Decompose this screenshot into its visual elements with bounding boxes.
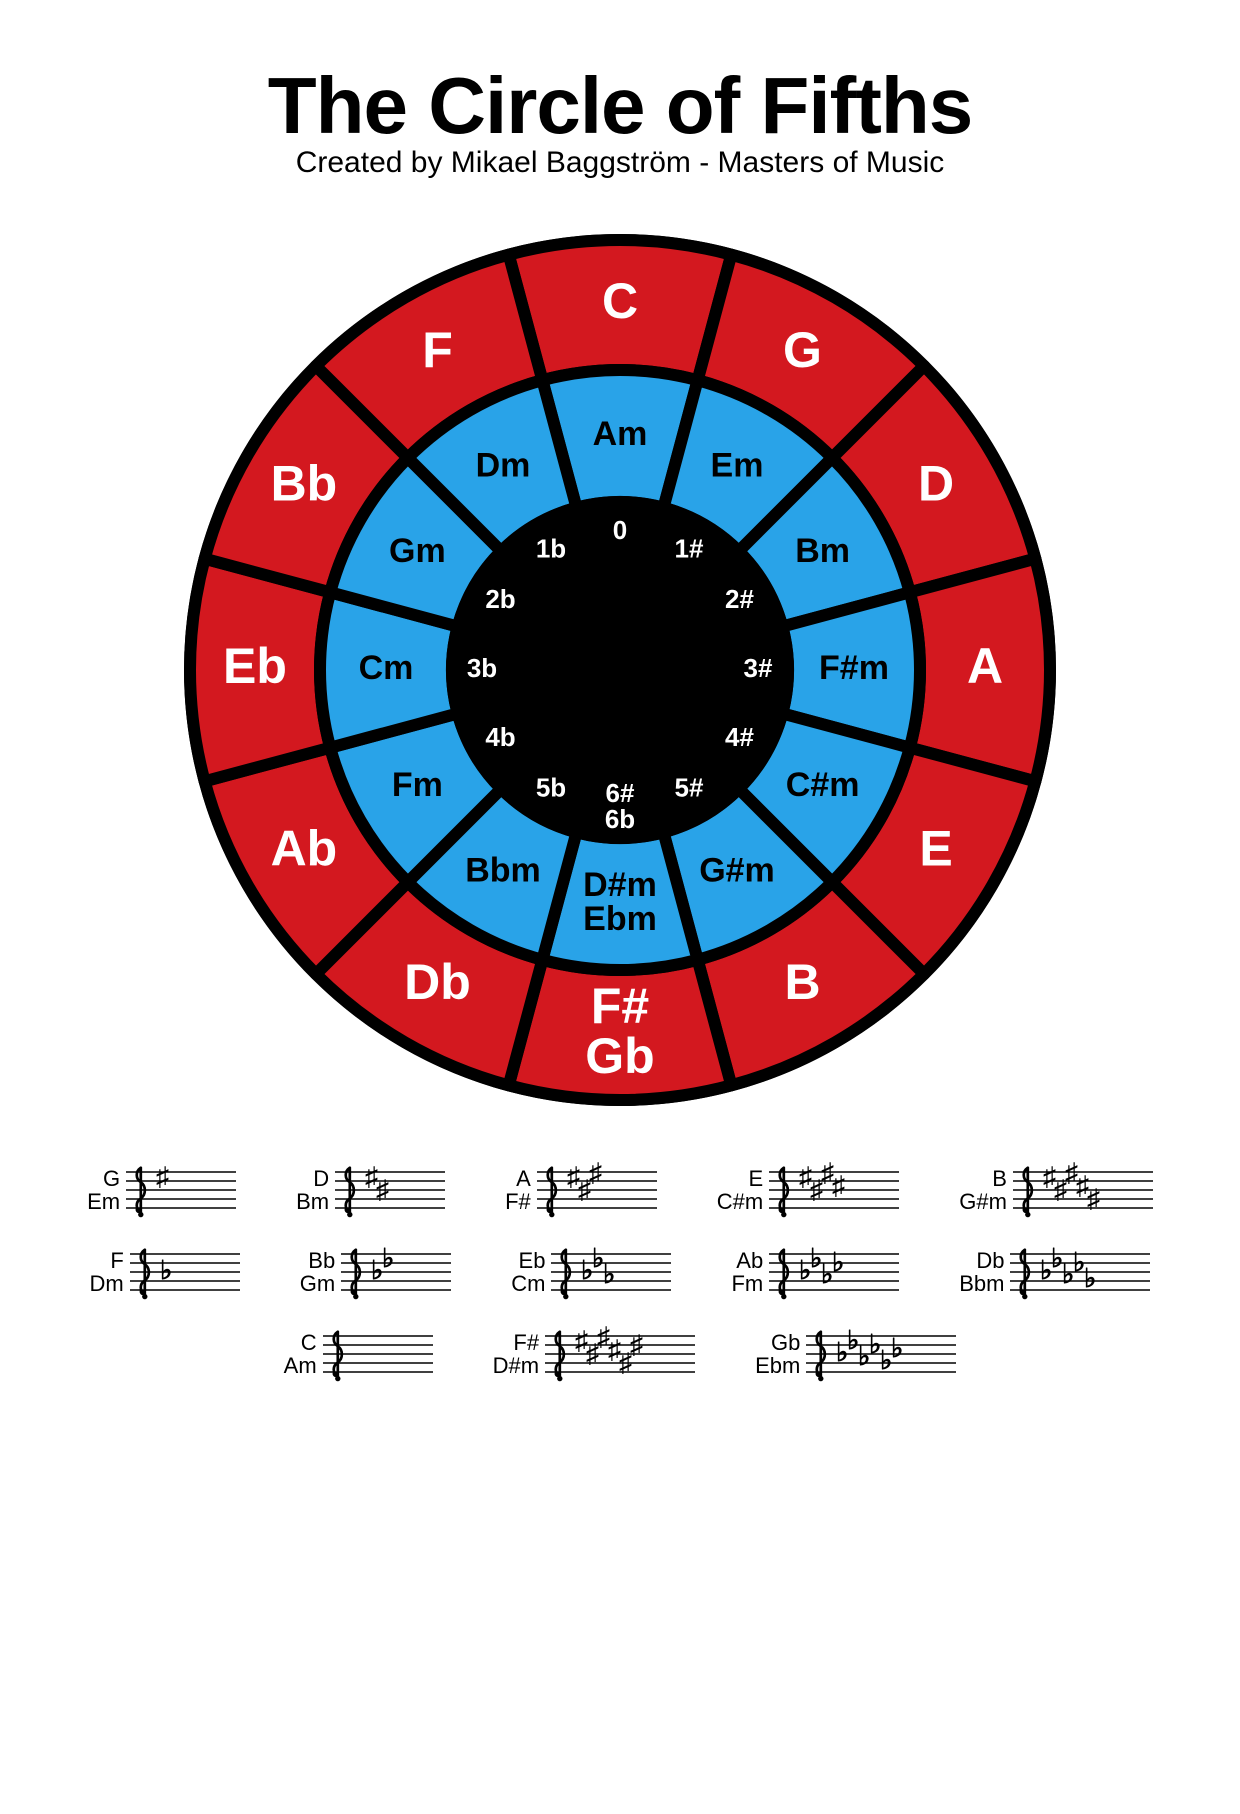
svg-text:5b: 5b (536, 772, 566, 802)
key-signature-labels: AbFm (731, 1249, 763, 1295)
svg-text:5#: 5# (675, 772, 704, 802)
key-signature: DBm♯♯ (296, 1160, 445, 1220)
svg-text:G#m: G#m (699, 852, 775, 890)
key-signature: FDm ♭ (90, 1242, 240, 1302)
key-signature: DbBbm♭♭♭♭♭ (959, 1242, 1150, 1302)
svg-text:♯: ♯ (832, 1170, 845, 1200)
svg-text:F: F (422, 322, 453, 378)
svg-text:Gm: Gm (389, 532, 446, 570)
svg-text:Eb: Eb (223, 638, 287, 694)
key-signature-row: GEm♯DBm♯♯AF#♯♯♯EC#m♯♯♯♯BG#m♯♯♯♯♯ (0, 1160, 1240, 1220)
key-signature-labels: CAm (284, 1331, 317, 1377)
key-signature: GbEbm♭♭♭♭♭♭ (755, 1324, 956, 1384)
key-signature-labels: F#D#m (493, 1331, 539, 1377)
svg-text:Bbm: Bbm (465, 852, 541, 890)
svg-text:D#mEbm: D#mEbm (583, 866, 657, 938)
svg-text:Em: Em (711, 446, 764, 484)
key-signature-labels: AF# (505, 1167, 531, 1213)
svg-text:4#: 4# (725, 722, 754, 752)
svg-text:Ab: Ab (271, 821, 338, 877)
key-signature: BG#m♯♯♯♯♯ (959, 1160, 1153, 1220)
svg-text:D: D (918, 456, 954, 512)
key-signature-labels: BG#m (959, 1167, 1007, 1213)
svg-text:Cm: Cm (359, 649, 414, 687)
key-signature: F#D#m♯♯♯♯♯♯ (493, 1324, 695, 1384)
svg-text:1b: 1b (536, 533, 566, 563)
svg-text:♭: ♭ (891, 1333, 903, 1363)
svg-text:Db: Db (404, 954, 471, 1010)
svg-text:Bm: Bm (795, 532, 850, 570)
svg-text:C: C (602, 273, 638, 329)
svg-text:Bb: Bb (271, 456, 338, 512)
svg-text:E: E (919, 821, 952, 877)
svg-text:♯: ♯ (589, 1160, 602, 1187)
svg-text:2b: 2b (485, 584, 515, 614)
page-title: The Circle of Fifths (0, 60, 1240, 152)
key-signature-labels: GbEbm (755, 1331, 800, 1377)
svg-text:2#: 2# (725, 584, 754, 614)
svg-text:B: B (784, 954, 820, 1010)
svg-text:1#: 1# (675, 533, 704, 563)
svg-text:A: A (967, 638, 1003, 694)
svg-text:♯: ♯ (630, 1329, 643, 1359)
svg-text:♭: ♭ (1084, 1263, 1096, 1293)
key-signature-labels: GEm (87, 1167, 120, 1213)
svg-text:♯: ♯ (376, 1174, 389, 1204)
key-signature-labels: BbGm (300, 1249, 335, 1295)
svg-text:F#m: F#m (819, 649, 889, 687)
svg-text:♭: ♭ (382, 1243, 394, 1273)
wheel-svg: C Am 0 G Em 1# D Bm 2# A F#m 3# E C#m 4# B G#m 5# F#Gb D#mE… (170, 220, 1070, 1120)
svg-text:♭: ♭ (832, 1247, 844, 1277)
svg-text:♯: ♯ (156, 1161, 169, 1191)
key-signature-labels: EbCm (511, 1249, 545, 1295)
svg-text:F#Gb: F#Gb (585, 978, 654, 1084)
svg-text:Dm: Dm (476, 446, 531, 484)
key-signature-labels: FDm (90, 1249, 124, 1295)
svg-text:G: G (783, 322, 822, 378)
key-signature: CAm (284, 1324, 433, 1384)
key-signatures-grid: GEm♯DBm♯♯AF#♯♯♯EC#m♯♯♯♯BG#m♯♯♯♯♯FDm♭BbGm… (0, 1160, 1240, 1384)
circle-of-fifths-wheel: C Am 0 G Em 1# D Bm 2# A F#m 3# E C#m 4# B G#m 5# F#Gb D#mE… (0, 220, 1240, 1120)
page-subtitle: Created by Mikael Baggström - Masters of… (0, 146, 1240, 180)
svg-text:Am: Am (593, 415, 648, 453)
svg-text:Fm: Fm (392, 766, 443, 804)
key-signature: AF#♯♯♯ (505, 1160, 657, 1220)
svg-text:6#6b: 6#6b (605, 778, 635, 834)
svg-text:♭: ♭ (603, 1259, 615, 1289)
svg-text:3#: 3# (744, 653, 773, 683)
key-signature-row: FDm♭BbGm♭♭EbCm♭♭♭AbFm♭♭♭♭DbBbm♭♭♭♭♭ (0, 1242, 1240, 1302)
svg-text:3b: 3b (467, 653, 497, 683)
svg-text:0: 0 (613, 515, 627, 545)
key-signature: AbFm♭♭♭♭ (731, 1242, 899, 1302)
key-signature-labels: DBm (296, 1167, 329, 1213)
key-signature: BbGm♭♭ (300, 1242, 451, 1302)
key-signature-labels: DbBbm (959, 1249, 1004, 1295)
key-signature-row: CAmF#D#m♯♯♯♯♯♯GbEbm♭♭♭♭♭♭ (0, 1324, 1240, 1384)
key-signature: EC#m♯♯♯♯ (717, 1160, 899, 1220)
key-signature: GEm ♯ (87, 1160, 236, 1220)
svg-text:4b: 4b (485, 722, 515, 752)
svg-text:C#m: C#m (786, 766, 860, 804)
key-signature-labels: EC#m (717, 1167, 763, 1213)
key-signature: EbCm♭♭♭ (511, 1242, 671, 1302)
svg-text:♯: ♯ (1087, 1183, 1100, 1213)
svg-text:♭: ♭ (160, 1255, 172, 1285)
